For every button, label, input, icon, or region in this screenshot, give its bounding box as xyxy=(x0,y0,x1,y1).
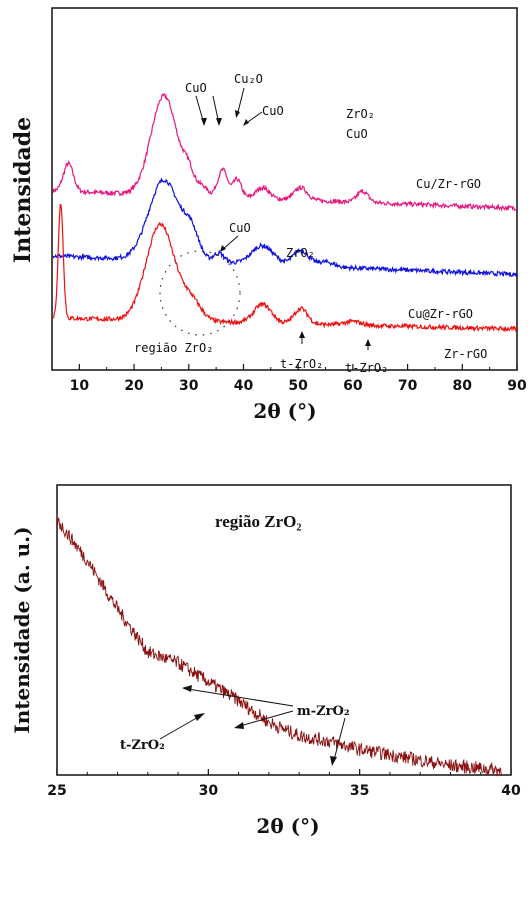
top-arrowheads xyxy=(201,110,371,346)
ann-cu2o: Cu₂O xyxy=(234,72,263,86)
series-line-0 xyxy=(52,93,517,212)
ann-cuo-4: CuO xyxy=(229,221,251,235)
ann-cuo-3: CuO xyxy=(346,127,368,141)
top-x-tick-label: 70 xyxy=(398,378,418,394)
top-arrows xyxy=(195,87,369,350)
ann-zro2-top: ZrO₂ xyxy=(346,107,375,121)
top-x-tick-label: 50 xyxy=(288,378,308,394)
top-x-tick-label: 20 xyxy=(124,378,144,394)
top-x-ticks: 10 20 30 40 50 60 70 80 90 xyxy=(70,364,527,394)
bottom-x-tick-label: 25 xyxy=(47,783,66,799)
ann-t-zro2-1: t-ZrO₂ xyxy=(280,357,323,371)
ann-t-zro2-bottom: t-ZrO₂ xyxy=(120,738,165,753)
series-line-2 xyxy=(52,203,518,333)
bottom-arrowheads xyxy=(182,685,337,766)
top-series-group xyxy=(52,93,518,333)
bottom-y-axis-label: Intensidade (a. u.) xyxy=(10,526,34,733)
bottom-series-group xyxy=(56,514,502,777)
legend-cu-zr-rgo: Cu/Zr-rGO xyxy=(416,177,481,191)
bottom-plot-frame xyxy=(56,484,512,776)
top-x-tick-label: 30 xyxy=(179,378,199,394)
bottom-series-line xyxy=(56,514,502,777)
top-x-tick-label: 10 xyxy=(70,378,90,394)
ann-cuo-1: CuO xyxy=(185,81,207,95)
bottom-x-tick-label: 40 xyxy=(501,783,521,799)
bottom-x-tick-label: 30 xyxy=(199,783,219,799)
ann-regiao-zro2: região ZrO₂ xyxy=(134,341,213,355)
bottom-x-tick-label: 35 xyxy=(350,783,369,799)
top-x-tick-label: 90 xyxy=(507,378,527,394)
bottom-x-ticks: 25 30 35 40 xyxy=(47,769,521,799)
bottom-chart: 25 30 35 40 região ZrO₂ Intensidade (a. u.)… xyxy=(10,484,521,838)
ann-zro2-mid: ZrO₂ xyxy=(286,246,315,260)
top-x-tick-label: 80 xyxy=(453,378,473,394)
legend-zr-rgo: Zr-rGO xyxy=(444,347,487,361)
top-x-tick-label: 60 xyxy=(343,378,363,394)
regiao-zro2-ellipse xyxy=(159,250,241,336)
ann-t-zro2-2: t-ZrO₂ xyxy=(345,361,388,375)
legend-cu-at-zr-rgo: Cu@Zr-rGO xyxy=(408,307,473,321)
top-x-tick-label: 40 xyxy=(234,378,254,394)
top-plot-frame xyxy=(51,7,518,371)
top-y-axis-label: Intensidade xyxy=(10,117,36,263)
bottom-title: região ZrO₂ xyxy=(215,512,301,531)
series-line-1 xyxy=(52,177,518,278)
ann-m-zro2: m-ZrO₂ xyxy=(297,704,350,719)
bottom-x-axis-label: 2θ (°) xyxy=(256,814,319,838)
top-chart: 10 20 30 40 50 60 70 80 90 Intensidade 2θ (°) Cu… xyxy=(10,7,527,423)
ann-cuo-2: CuO xyxy=(262,104,284,118)
bottom-arrows xyxy=(159,688,346,761)
top-x-axis-label: 2θ (°) xyxy=(253,399,316,423)
